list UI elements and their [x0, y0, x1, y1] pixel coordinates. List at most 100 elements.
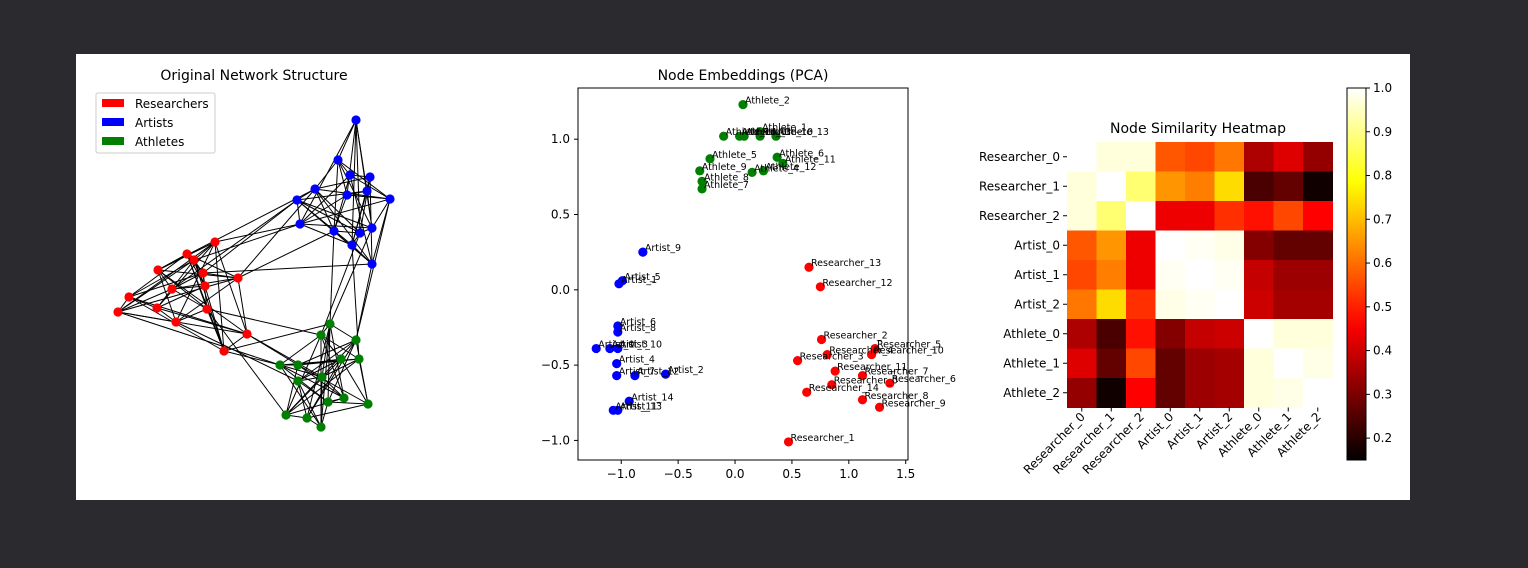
heatmap-cell [1067, 201, 1097, 231]
heatmap-cell [1244, 171, 1274, 202]
heatmap-cell [1185, 260, 1215, 290]
point-label: Athlete_14 [726, 127, 777, 138]
heatmap-panel: Node Similarity Heatmap Researcher_0 Rese… [979, 81, 1392, 477]
scatter-point [815, 282, 825, 292]
network-node [113, 307, 123, 317]
network-edge [297, 380, 308, 419]
scatter-point [612, 359, 622, 369]
heatmap-cell [1067, 171, 1097, 202]
network-edge [128, 272, 204, 298]
network-edge [321, 376, 345, 399]
network-node [339, 393, 349, 403]
network-node [310, 184, 320, 194]
legend-label-athletes: Athletes [135, 135, 184, 149]
network-edge [171, 199, 298, 290]
scatter-point [638, 247, 648, 257]
network-edge [202, 272, 208, 310]
x-tick-label: 1.0 [839, 467, 858, 481]
heatmap-cell [1273, 142, 1304, 172]
point-label: Artist_13 [620, 401, 662, 412]
network-edge [175, 321, 299, 382]
network-edge [306, 339, 357, 419]
network-edge [214, 241, 248, 335]
network-edge [175, 308, 208, 323]
network-edge [117, 277, 239, 313]
x-tick-label: −1.0 [607, 467, 636, 481]
scatter-point [591, 343, 601, 354]
network-edge [237, 188, 316, 279]
heatmap-cell [1185, 348, 1215, 379]
network-edge [285, 358, 342, 416]
heatmap-cell [1155, 201, 1186, 231]
heatmap-cell [1155, 378, 1186, 408]
network-edge [223, 323, 331, 352]
scatter-point [822, 349, 832, 360]
heatmap-cell [1126, 319, 1156, 349]
scatter-point [695, 166, 705, 176]
heatmap-cell [1214, 319, 1245, 349]
heatmap-cell [1273, 260, 1304, 290]
network-edge [351, 190, 368, 246]
heatmap-cell [1126, 260, 1156, 290]
point-label: Researcher_10 [874, 346, 944, 357]
heatmap-cell [1067, 142, 1097, 172]
point-label: Athlete_4 [754, 163, 799, 174]
network-edge [202, 272, 239, 279]
heatmap-cell [1303, 378, 1333, 408]
network-node [336, 354, 346, 364]
heatmap-cell [1126, 348, 1156, 379]
point-label: Athlete_13 [778, 127, 829, 138]
heatmap-cell [1273, 378, 1304, 408]
network-node [351, 115, 361, 125]
network-node [219, 346, 229, 356]
colorbar-tick-label: 0.8 [1373, 169, 1392, 183]
heatmap-cell [1185, 142, 1215, 172]
heatmap-cell [1096, 201, 1127, 231]
point-label: Researcher_13 [811, 258, 881, 269]
scatter-point [827, 380, 837, 390]
heatmap-cell [1214, 260, 1245, 290]
network-edge [193, 223, 301, 261]
heatmap-cell [1096, 230, 1127, 261]
network-node [365, 172, 375, 182]
network-edge [346, 194, 391, 200]
network-edge [237, 277, 248, 335]
heatmap-cell [1185, 230, 1215, 261]
network-edge [202, 199, 298, 274]
scatter-ticks: −1.0 −0.5 0.0 0.5 1.0 1.5 −1.0 −0.5 0.0 0.5 1.0 [541, 132, 915, 481]
network-node [281, 410, 291, 420]
network-edge [246, 333, 323, 378]
network-node [351, 335, 361, 345]
point-label: Athlete_7 [704, 180, 749, 191]
heatmap-cell [1155, 230, 1186, 261]
network-edge [156, 285, 206, 309]
heatmap-cell [1303, 319, 1333, 349]
scatter-point [802, 387, 812, 397]
network-edge [214, 223, 301, 243]
scatter-point [738, 99, 748, 110]
heatmap-cell [1303, 171, 1333, 202]
network-node [293, 376, 303, 386]
scatter-point [613, 327, 623, 337]
point-label: Artist_11 [615, 401, 657, 412]
heatmap-cell [1096, 260, 1127, 290]
heatmap-row-label: Researcher_0 [979, 150, 1060, 164]
scatter-point [783, 437, 794, 447]
heatmap-cell [1185, 319, 1215, 349]
scatter-point [614, 279, 624, 289]
heatmap-row-label: Athlete_1 [1003, 356, 1060, 370]
colorbar: 0.2 0.3 0.4 0.5 0.6 0.7 0.8 0.9 1.0 [1346, 81, 1392, 461]
network-edge [156, 241, 216, 309]
network-node [316, 422, 326, 432]
network-node [171, 317, 181, 327]
heatmap-cell [1273, 230, 1304, 261]
network-edge [128, 259, 195, 298]
heatmap-cell [1067, 319, 1097, 349]
scatter-point [661, 369, 671, 379]
network-node [316, 330, 326, 340]
point-label: Athlete_6 [779, 148, 824, 159]
heatmap-cell [1303, 348, 1333, 379]
network-node [292, 195, 302, 205]
scatter-point [772, 152, 782, 162]
network-node [202, 304, 212, 314]
